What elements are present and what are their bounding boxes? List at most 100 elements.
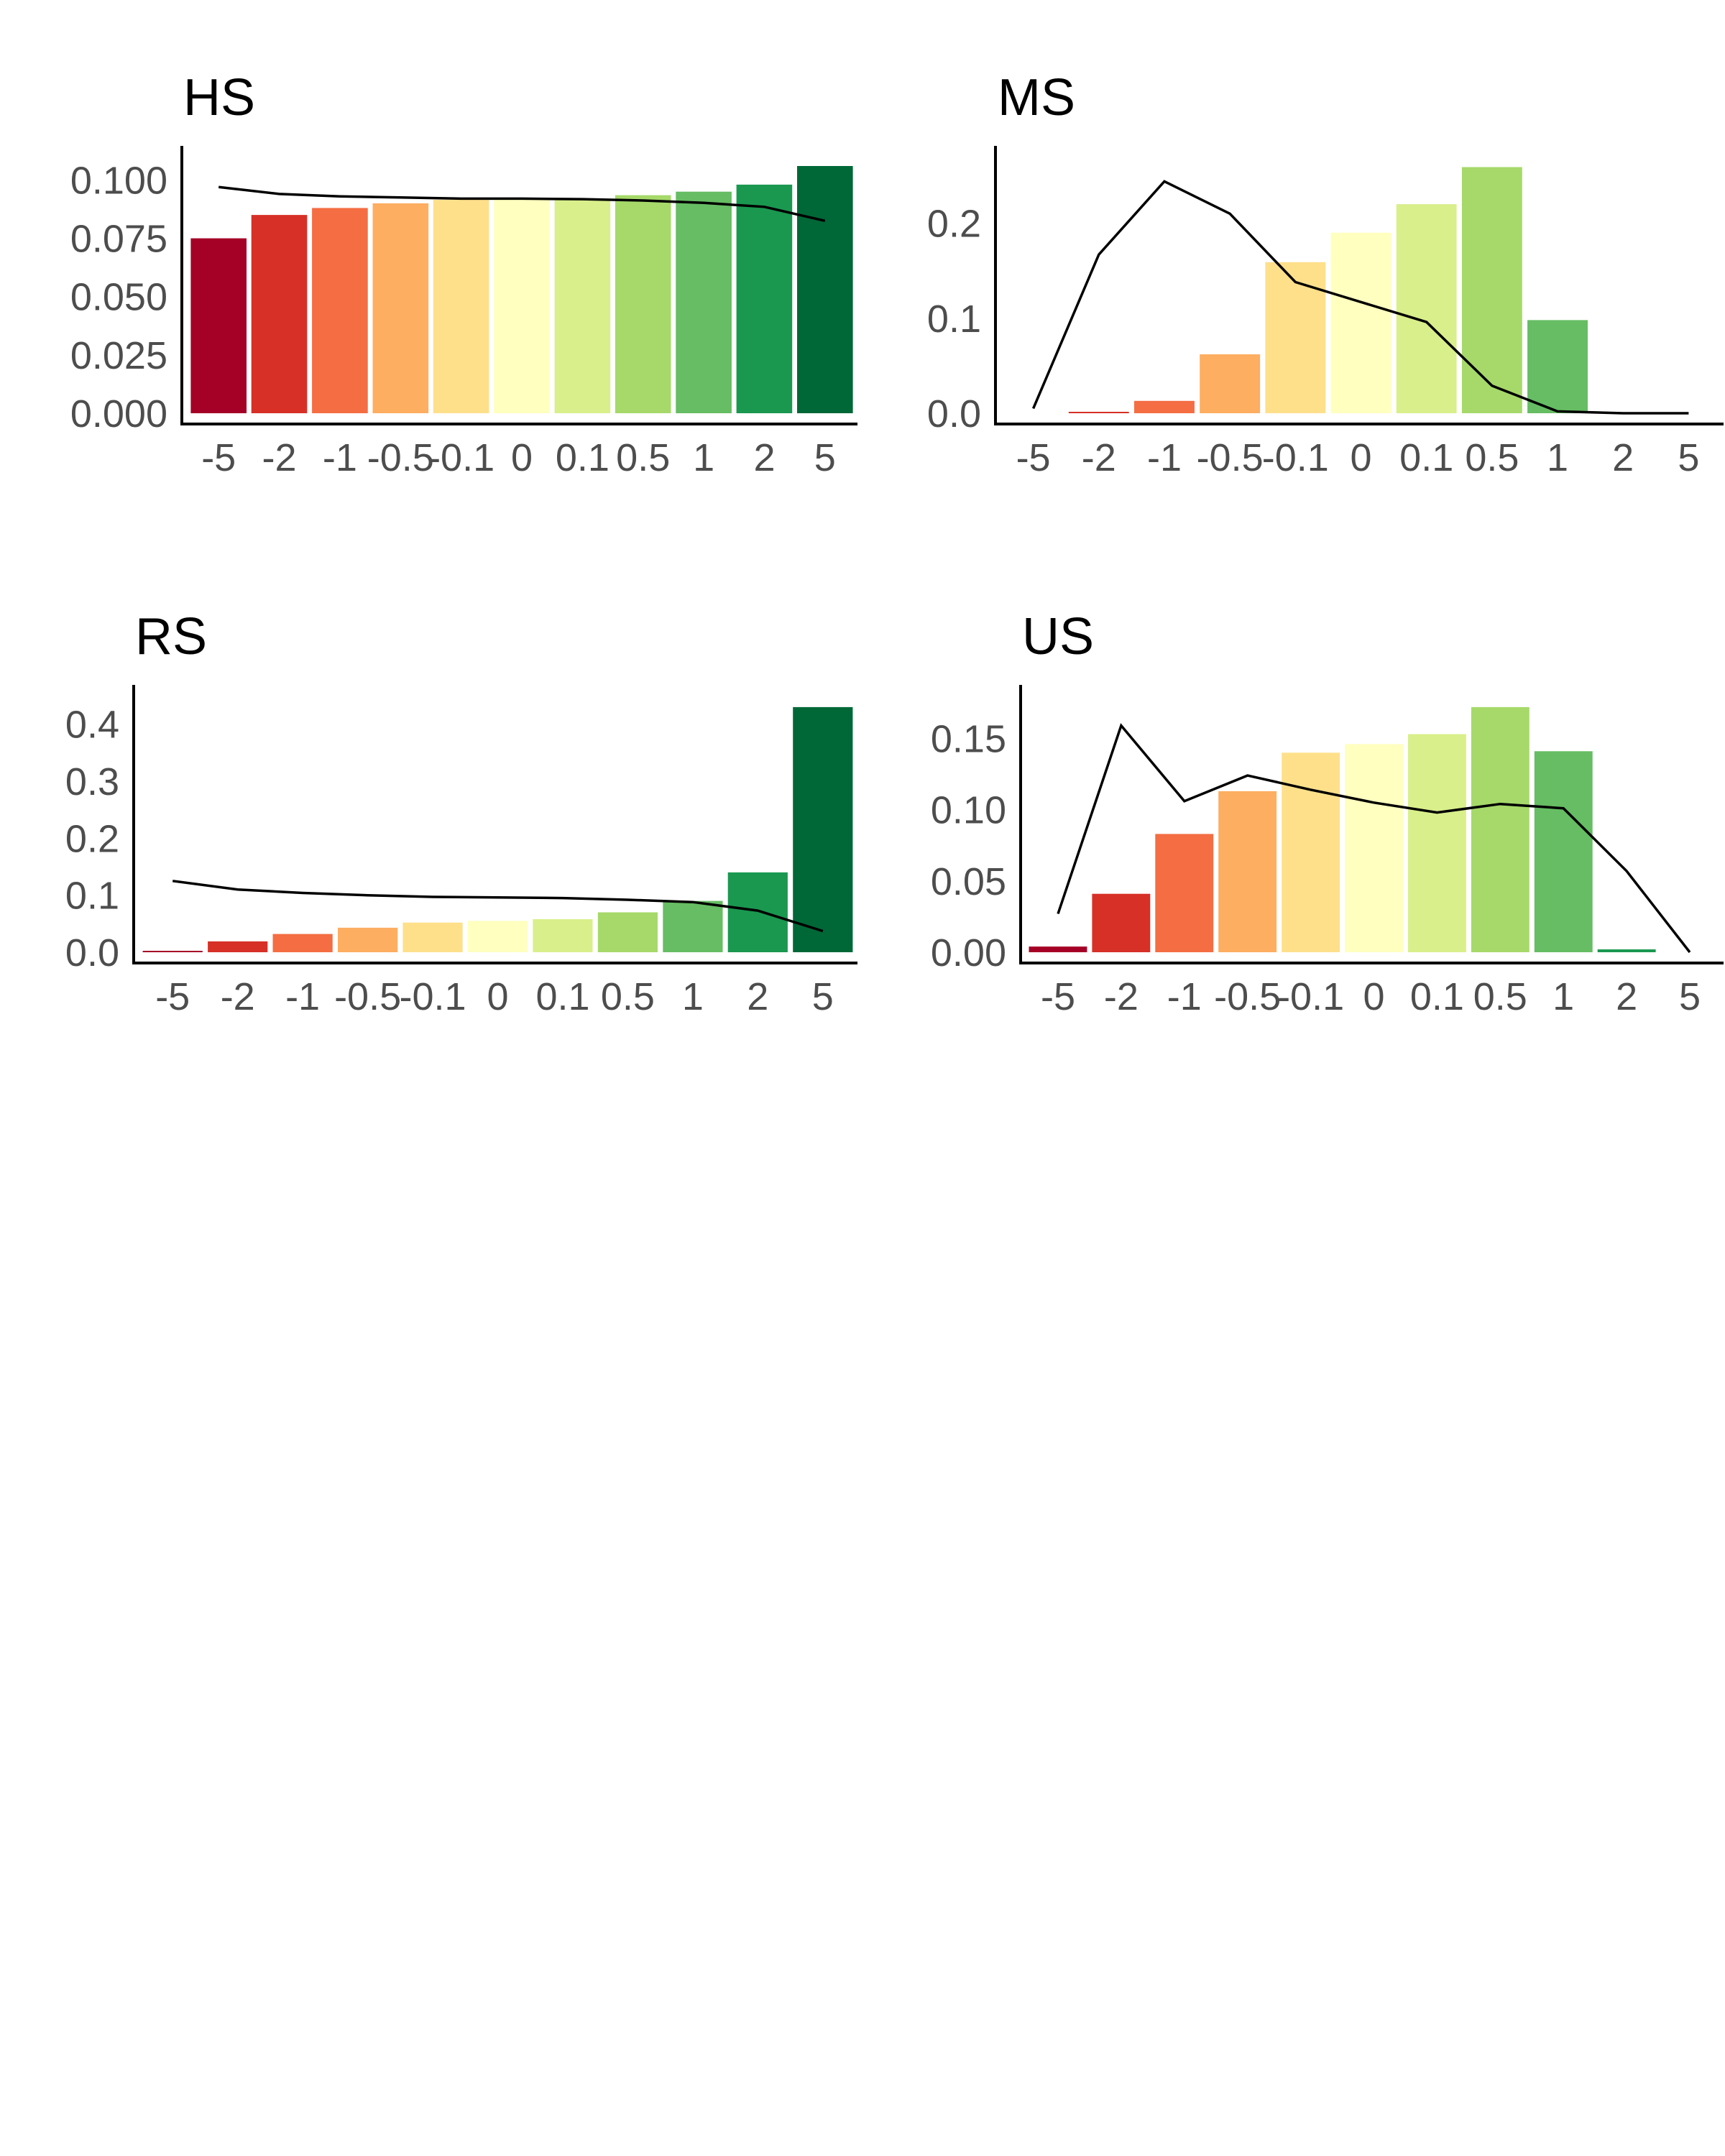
x-tick-label-us: 2 — [1616, 975, 1637, 1018]
x-tick-label-us: 0.1 — [1410, 975, 1464, 1018]
axes-ms — [994, 146, 1724, 425]
y-tick-label-ms: 0.2 — [927, 203, 981, 246]
bar-rs--1 — [272, 934, 333, 952]
x-tick-label-hs: 2 — [753, 436, 775, 479]
bar-us--5 — [1029, 946, 1087, 952]
x-tick-label-us: -1 — [1167, 975, 1202, 1018]
x-tick-label-ms: 1 — [1547, 436, 1568, 479]
bar-rs-0 — [467, 921, 528, 952]
axes-us — [1019, 685, 1724, 964]
panel-hs: HS 0.000 0.025 0.050 0.075 0.100 -5 -2 -1 -0.5-0… — [70, 69, 857, 479]
panel-title-ms: MS — [998, 69, 1075, 126]
x-tick-label-ms: 5 — [1678, 436, 1699, 479]
x-tick-label-us: -5 — [1041, 975, 1075, 1018]
bar-us-0.1 — [1408, 734, 1466, 952]
bar-hs-1 — [676, 191, 732, 413]
bar-rs--5 — [142, 951, 203, 952]
bar-rs--0.1 — [402, 922, 463, 952]
bar-us--0.5 — [1218, 791, 1277, 952]
bar-rs-0.1 — [533, 919, 593, 952]
x-tick-label-hs: -1 — [323, 436, 357, 479]
bar-rs-2 — [727, 872, 788, 952]
trend-ms — [1031, 180, 1689, 415]
bar-ms--0.1 — [1265, 262, 1326, 413]
bar-us-0.5 — [1471, 706, 1530, 952]
y-tick-label-hs: 0.000 — [70, 392, 167, 436]
trend-line-ms — [1031, 180, 1689, 415]
x-tick-label-rs: 1 — [682, 975, 704, 1018]
x-tick-label-rs: 0.5 — [601, 975, 655, 1018]
x-tick-label-rs: -1 — [285, 975, 320, 1018]
panel-title-hs: HS — [183, 69, 255, 126]
bar-us-0 — [1345, 744, 1403, 952]
bar-us--0.1 — [1282, 752, 1340, 952]
bars-rs — [142, 706, 853, 952]
y-tick-label-us: 0.05 — [931, 860, 1006, 903]
x-tick-label-hs: -5 — [201, 436, 236, 479]
y-tick-label-ms: 0.1 — [927, 298, 981, 341]
bar-ms--1 — [1134, 400, 1195, 413]
x-tick-label-hs: 0 — [511, 436, 533, 479]
bar-rs--2 — [208, 941, 268, 952]
x-tick-label-ms: -0.5 — [1197, 436, 1264, 479]
axes-hs — [180, 146, 857, 425]
x-tick-label-hs: -2 — [262, 436, 296, 479]
y-tick-label-hs: 0.100 — [70, 160, 167, 203]
x-tick-label-hs: -0.1 — [428, 436, 494, 479]
bar-us-2 — [1597, 949, 1656, 952]
y-tick-label-us: 0.15 — [931, 718, 1006, 761]
trend-line-us — [1057, 723, 1691, 954]
y-tick-label-hs: 0.025 — [70, 334, 167, 377]
bars-us — [1029, 706, 1656, 952]
x-tick-label-us: 1 — [1552, 975, 1574, 1018]
bars-hs — [190, 166, 853, 413]
x-tick-label-ms: -1 — [1147, 436, 1182, 479]
x-tick-label-hs: 0.5 — [616, 436, 670, 479]
x-tick-label-us: -0.5 — [1214, 975, 1281, 1018]
x-tick-label-hs: 0.1 — [556, 436, 610, 479]
axes-rs — [132, 685, 857, 964]
ticks-rs: 0.0 0.1 0.2 0.3 0.4 -5 -2 -1 -0.5-0.1 0 0.1 0.5 1 2 5 — [65, 704, 834, 1018]
bar-hs-0 — [494, 200, 550, 413]
ticks-hs: 0.000 0.025 0.050 0.075 0.100 -5 -2 -1 -0.5-0.1 0… — [70, 160, 836, 480]
bar-hs--2 — [251, 215, 308, 413]
bar-hs--1 — [312, 208, 368, 413]
bar-hs--0.5 — [372, 203, 429, 413]
y-tick-label-us: 0.00 — [931, 931, 1006, 975]
bar-ms-0 — [1330, 232, 1392, 413]
x-tick-label-rs: 0 — [487, 975, 508, 1018]
x-tick-label-us: 5 — [1679, 975, 1701, 1018]
x-tick-label-ms: 0.5 — [1465, 436, 1519, 479]
y-tick-label-rs: 0.3 — [65, 760, 119, 803]
x-tick-label-ms: -2 — [1082, 436, 1116, 479]
y-tick-label-rs: 0.1 — [65, 875, 119, 918]
y-tick-label-ms: 0.0 — [927, 392, 981, 436]
x-tick-label-ms: 0.1 — [1399, 436, 1453, 479]
y-tick-label-rs: 0.0 — [65, 931, 119, 975]
x-tick-label-us: 0.5 — [1473, 975, 1527, 1018]
trend-line-rs — [172, 880, 824, 933]
x-tick-label-rs: -5 — [155, 975, 190, 1018]
panel-rs: RS 0.0 0.1 0.2 0.3 0.4 -5 -2 -1 -0.5-0.1 0 0.1 0.5 1… — [65, 608, 857, 1018]
x-tick-label-rs: 2 — [747, 975, 768, 1018]
bar-rs-5 — [793, 706, 853, 952]
bar-hs--5 — [190, 238, 247, 413]
ticks-us: 0.00 0.05 0.10 0.15 -5 -2 -1 -0.5-0.1 0 0.1 0.5 1 2 5 — [931, 718, 1701, 1019]
ticks-ms: 0.0 0.1 0.2 -5 -2 -1 -0.5-0.1 0 0.1 0.5 1 2 5 — [927, 203, 1700, 479]
trend-rs — [172, 880, 824, 933]
bar-rs-0.5 — [597, 912, 658, 952]
y-tick-label-hs: 0.075 — [70, 218, 167, 261]
bar-rs--0.5 — [338, 927, 398, 952]
x-tick-label-rs: 5 — [812, 975, 834, 1018]
trend-line-hs — [218, 185, 826, 223]
x-tick-label-us: 0 — [1363, 975, 1384, 1018]
trend-hs — [218, 185, 826, 223]
x-tick-label-ms: -0.1 — [1262, 436, 1329, 479]
x-tick-label-us: -2 — [1104, 975, 1138, 1018]
bar-us-1 — [1534, 751, 1593, 952]
panel-title-rs: RS — [135, 608, 207, 665]
y-tick-label-rs: 0.4 — [65, 704, 119, 747]
x-tick-label-ms: 2 — [1612, 436, 1634, 479]
x-tick-label-rs: -2 — [221, 975, 255, 1018]
